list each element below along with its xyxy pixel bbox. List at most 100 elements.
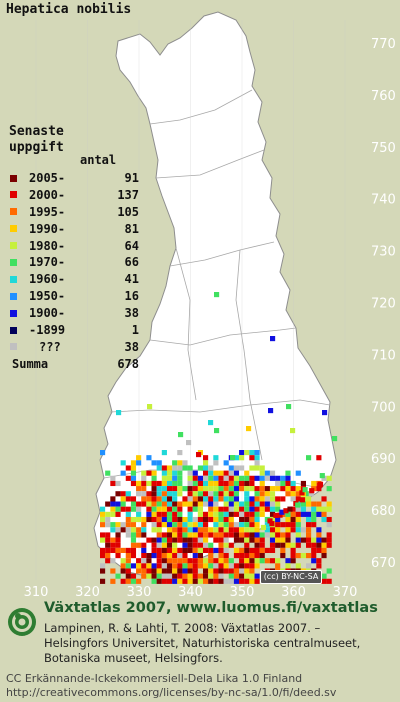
occurrence-square (244, 450, 250, 456)
legend-entry-count: 41 (124, 272, 139, 287)
occurrence-square (177, 486, 183, 492)
occurrence-square (228, 465, 234, 471)
occurrence-square (115, 501, 121, 507)
occurrence-square (130, 496, 137, 502)
occurrence-square (321, 578, 327, 584)
occurrence-square (182, 553, 188, 559)
occurrence-square (260, 524, 267, 531)
occurrence-square (125, 491, 131, 497)
occurrence-square (213, 480, 219, 487)
occurrence-square (275, 496, 281, 502)
license-line-2[interactable]: http://creativecommons.org/licenses/by-n… (6, 686, 337, 699)
occurrence-square (295, 511, 301, 517)
occurrence-square (280, 486, 286, 492)
occurrence-square (120, 501, 126, 507)
occurrence-square (161, 465, 167, 471)
occurrence-square (326, 501, 332, 507)
occurrence-square (321, 496, 327, 502)
occurrence-square (213, 532, 219, 538)
cc-license-badge[interactable]: (cc) BY-NC-SA (260, 570, 322, 584)
occurrence-square (110, 522, 116, 528)
occurrence-square (197, 475, 203, 481)
occurrence-square (130, 506, 137, 512)
occurrence-square (177, 578, 183, 584)
occurrence-square (275, 475, 281, 481)
occurrence-square (218, 532, 224, 538)
occurrence-square (321, 542, 327, 548)
occurrence-square (192, 522, 198, 528)
occurrence-square (151, 491, 157, 497)
legend-swatch (10, 174, 17, 182)
occurrence-square (254, 506, 260, 512)
occurrence-square (172, 542, 178, 548)
occurrence-square (172, 547, 178, 553)
occurrence-square (146, 455, 152, 461)
occurrence-square (280, 537, 286, 543)
occurrence-square (177, 563, 183, 569)
occurrence-square (120, 568, 126, 574)
occurrence-square (177, 475, 183, 481)
occurrence-square (156, 496, 162, 502)
occurrence-square (228, 491, 234, 497)
occurrence-square (146, 506, 152, 512)
occurrence-square (125, 522, 131, 528)
footer-brand[interactable]: Växtatlas 2007, www.luomus.fi/vaxtatlas (44, 600, 378, 616)
occurrence-square (254, 532, 260, 538)
occurrence-square (285, 491, 291, 497)
occurrence-square (166, 568, 173, 574)
occurrence-squares (100, 292, 338, 584)
occurrence-square (156, 568, 162, 574)
x-tick-label: 340 (178, 585, 203, 600)
occurrence-square (125, 578, 131, 584)
occurrence-square (223, 547, 229, 553)
occurrence-square (146, 516, 152, 523)
y-tick-label: 770 (371, 37, 396, 52)
occurrence-square (203, 547, 209, 553)
occurrence-square (259, 491, 265, 497)
occurrence-square (244, 516, 250, 523)
occurrence-square (130, 547, 137, 553)
legend-total-row: Summa 678 (9, 356, 139, 373)
occurrence-square (239, 527, 245, 533)
occurrence-square (264, 501, 270, 507)
occurrence-square (280, 480, 286, 487)
occurrence-square (105, 558, 111, 564)
occurrence-square (177, 516, 183, 523)
legend-entry-count: 16 (124, 289, 139, 304)
occurrence-square (166, 506, 173, 512)
occurrence-square (223, 475, 229, 481)
legend-entry-label: 1960- (29, 272, 66, 287)
occurrence-square (254, 578, 260, 584)
citation-line-3: Botaniska museet, Helsingfors. (44, 651, 223, 665)
legend-entry-label: 2000- (29, 187, 66, 202)
occurrence-square (233, 480, 240, 487)
occurrence-square (233, 547, 240, 553)
occurrence-square (187, 547, 193, 553)
y-tick-label: 700 (371, 400, 396, 415)
occurrence-square (269, 475, 276, 481)
occurrence-square (254, 450, 260, 456)
occurrence-square (166, 537, 173, 543)
occurrence-square (141, 486, 147, 492)
occurrence-square (120, 527, 126, 533)
occurrence-square (166, 522, 173, 528)
legend-swatch (10, 292, 17, 300)
occurrence-square (172, 460, 178, 466)
occurrence-square (120, 522, 126, 528)
occurrence-square (156, 486, 162, 492)
occurrence-square (223, 516, 229, 523)
legend-entry-count: 1 (131, 323, 139, 338)
occurrence-square (120, 558, 126, 564)
legend-total-label: Summa (12, 356, 49, 371)
occurrence-square (182, 537, 188, 543)
occurrence-square (213, 527, 219, 533)
occurrence-square (115, 480, 121, 487)
occurrence-square (233, 568, 240, 574)
occurrence-square (203, 501, 209, 507)
occurrence-square (208, 532, 214, 538)
occurrence-square (254, 475, 260, 481)
occurrence-square (300, 506, 306, 512)
occurrence-square (213, 516, 219, 523)
occurrence-square (218, 475, 224, 481)
occurrence-square (308, 491, 314, 497)
